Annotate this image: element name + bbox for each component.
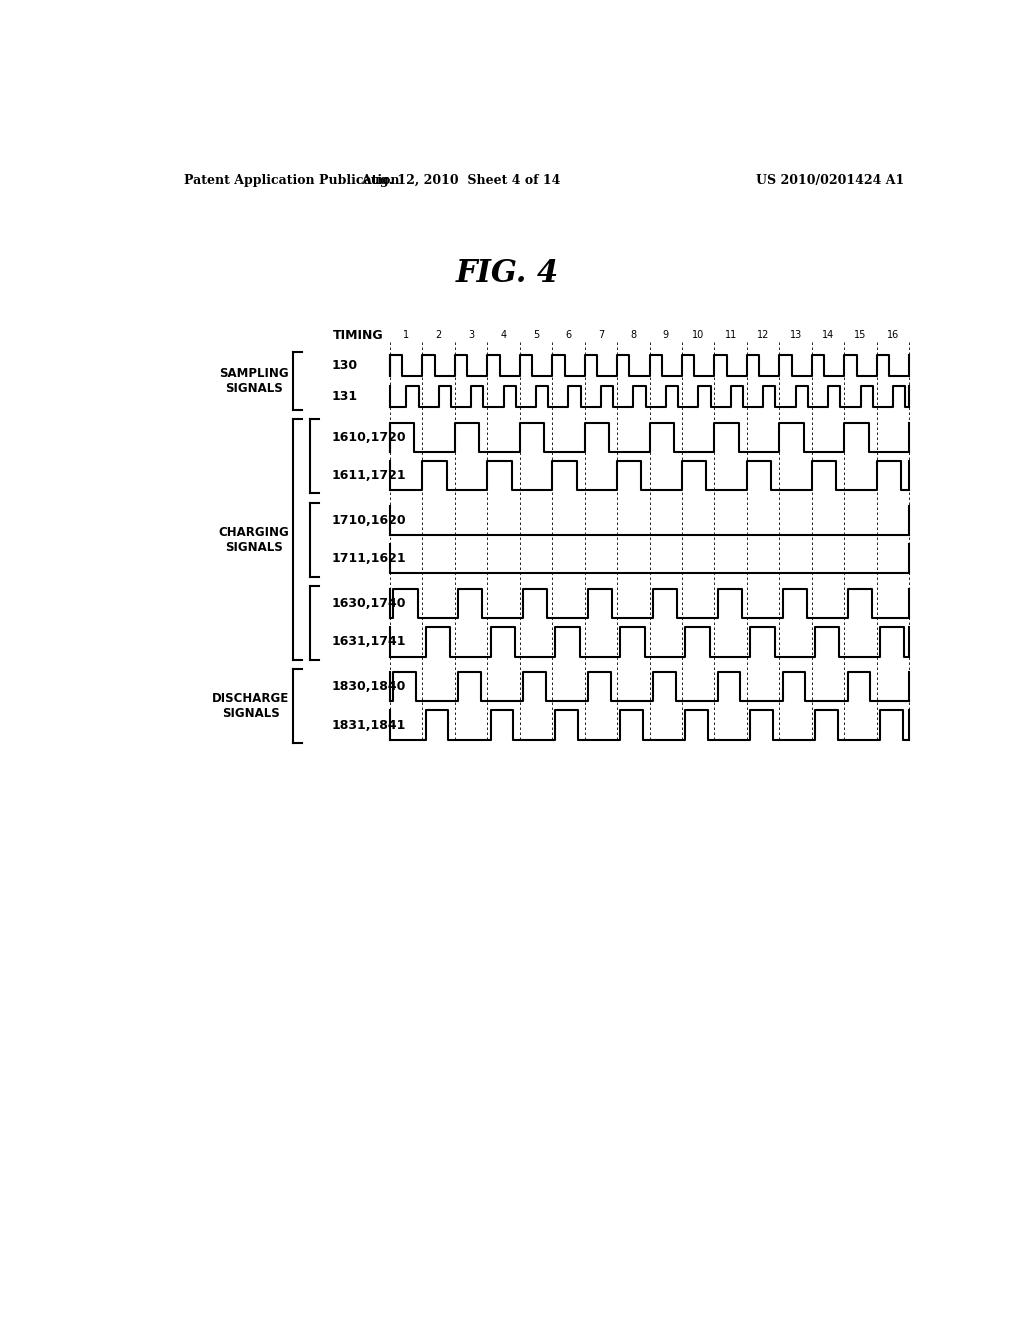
Text: 15: 15 (854, 330, 866, 341)
Text: 2: 2 (435, 330, 441, 341)
Text: 130: 130 (332, 359, 358, 372)
Text: 1710,1620: 1710,1620 (332, 513, 407, 527)
Text: CHARGING
SIGNALS: CHARGING SIGNALS (218, 525, 289, 553)
Text: 16: 16 (887, 330, 899, 341)
Text: 3: 3 (468, 330, 474, 341)
Text: 1: 1 (403, 330, 410, 341)
Text: 4: 4 (501, 330, 507, 341)
Text: 5: 5 (532, 330, 539, 341)
Text: 6: 6 (565, 330, 571, 341)
Text: 1831,1841: 1831,1841 (332, 718, 407, 731)
Text: 1611,1721: 1611,1721 (332, 469, 407, 482)
Text: 7: 7 (598, 330, 604, 341)
Text: 131: 131 (332, 389, 358, 403)
Text: 11: 11 (725, 330, 737, 341)
Text: 10: 10 (692, 330, 705, 341)
Text: Aug. 12, 2010  Sheet 4 of 14: Aug. 12, 2010 Sheet 4 of 14 (361, 174, 561, 187)
Text: 12: 12 (757, 330, 769, 341)
Text: 13: 13 (790, 330, 802, 341)
Text: SAMPLING
SIGNALS: SAMPLING SIGNALS (219, 367, 289, 395)
Text: 1631,1741: 1631,1741 (332, 635, 407, 648)
Text: 9: 9 (663, 330, 669, 341)
Text: DISCHARGE
SIGNALS: DISCHARGE SIGNALS (212, 692, 289, 719)
Text: Patent Application Publication: Patent Application Publication (183, 174, 399, 187)
Text: 8: 8 (631, 330, 636, 341)
Text: 1711,1621: 1711,1621 (332, 552, 407, 565)
Text: 1610,1720: 1610,1720 (332, 430, 407, 444)
Text: 14: 14 (822, 330, 835, 341)
Text: FIG. 4: FIG. 4 (456, 259, 559, 289)
Text: 1630,1740: 1630,1740 (332, 597, 407, 610)
Text: US 2010/0201424 A1: US 2010/0201424 A1 (756, 174, 904, 187)
Text: 1830,1840: 1830,1840 (332, 680, 407, 693)
Text: TIMING: TIMING (333, 329, 384, 342)
